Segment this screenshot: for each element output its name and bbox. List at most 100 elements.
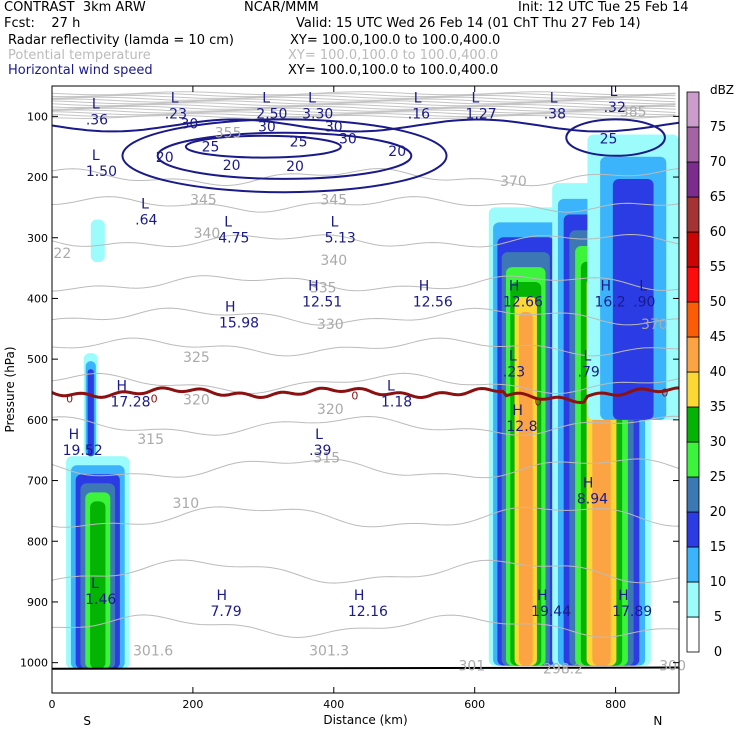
colorbar-label: 60 — [710, 225, 727, 240]
extremum-letter: L — [92, 148, 100, 164]
theta-upper-2 — [52, 94, 676, 99]
extremum-value: .23 — [165, 106, 187, 122]
theta-contour-2 — [52, 307, 679, 326]
extremum-letter: L — [308, 90, 316, 106]
theta-upper-10 — [52, 109, 676, 114]
extremum-value: 3.30 — [302, 106, 333, 122]
theta-label: 325 — [183, 350, 210, 366]
colorbar-swatch-40 — [686, 336, 700, 373]
colorbar-label: 50 — [710, 295, 727, 310]
reflectivity-cell-5-band-15 — [612, 178, 654, 420]
colorbar-unit: dBZ — [710, 83, 734, 97]
extremum-value: 12.16 — [348, 604, 388, 620]
extremum-value: .36 — [86, 112, 108, 128]
theta-upper-8 — [52, 105, 676, 110]
field3-name: Horizontal wind speed — [8, 63, 153, 78]
extremum-letter: L — [262, 90, 270, 106]
theta-label: 355 — [215, 126, 242, 142]
theta-label: 385 — [620, 104, 647, 120]
extremum-letter: L — [331, 215, 339, 231]
extremum-value: 8.94 — [577, 492, 608, 508]
wind-label: 20 — [156, 150, 174, 166]
field3-xy: XY= 100.0,100.0 to 100.0,400.0 — [288, 63, 499, 78]
theta-contour-9 — [52, 614, 679, 639]
theta-label: 315 — [137, 432, 164, 448]
theta-label: 310 — [172, 496, 199, 512]
colorbar-swatch-75 — [686, 91, 700, 128]
theta-contour-5 — [52, 415, 679, 436]
extremum-letter: H — [509, 278, 520, 294]
theta-label: 345 — [190, 192, 217, 208]
extremum-value: .39 — [309, 443, 331, 459]
y-tick-label: 100 — [27, 110, 48, 123]
theta-label: 370 — [641, 317, 668, 333]
wind-label: 20 — [286, 159, 304, 175]
extremum-value: 17.28 — [110, 395, 150, 411]
colorbar-label: 30 — [710, 435, 727, 450]
extremum-letter: L — [141, 197, 149, 213]
forecast-hour: Fcst: 27 h — [4, 16, 81, 31]
extremum-value: 22 — [53, 246, 71, 262]
extremum-value: 7.79 — [211, 604, 242, 620]
theta-contour-0 — [52, 233, 679, 248]
colorbar-label: 10 — [710, 575, 727, 590]
colorbar-label: 55 — [710, 260, 727, 275]
x-tick-label: 400 — [323, 698, 344, 711]
extremum-value: 1.18 — [381, 395, 412, 411]
theta-label: 340 — [194, 226, 221, 242]
org-label: NCAR/MMM — [244, 0, 319, 15]
south-label: S — [83, 714, 91, 728]
wind-label: 25 — [600, 132, 618, 148]
wind-contour-1 — [156, 131, 413, 180]
colorbar-label: 5 — [714, 610, 722, 625]
zero-line-label: 0 — [151, 393, 158, 406]
plot-frame — [51, 85, 680, 694]
extremum-value: 12.51 — [302, 294, 342, 310]
extremum-letter: H — [419, 278, 430, 294]
wind-contour-jet — [52, 118, 679, 133]
extremum-letter: L — [315, 427, 323, 443]
extremum-value: 19.44 — [531, 604, 571, 620]
wind-contour-0 — [121, 118, 448, 194]
x-tick-label: 600 — [464, 698, 485, 711]
theta-contour-3 — [52, 337, 679, 357]
extremum-letter: H — [583, 476, 594, 492]
reflectivity-cell-0-band-30 — [90, 501, 106, 669]
theta-label: 320 — [317, 402, 344, 418]
extremum-letter: H — [225, 300, 236, 316]
extremum-value: 19.52 — [63, 443, 103, 459]
extremum-letter: L — [509, 348, 517, 364]
colorbar-label: 15 — [710, 540, 727, 555]
colorbar-label: 25 — [710, 470, 727, 485]
theta-contour-11 — [52, 168, 679, 187]
theta-contour-4 — [52, 372, 679, 395]
surface-line — [52, 666, 679, 670]
colorbar-label: 45 — [710, 330, 727, 345]
extremum-value: 298.2 — [543, 662, 583, 678]
theta-upper-1 — [52, 93, 676, 98]
extremum-value: 4.75 — [218, 231, 249, 247]
wind-label: 20 — [223, 158, 241, 174]
colorbar-swatch-65 — [686, 161, 700, 198]
valid-time: Valid: 15 UTC Wed 26 Feb 14 (01 ChT Thu … — [296, 16, 641, 31]
wind-label: 25 — [202, 140, 220, 156]
wind-label: 25 — [290, 135, 308, 151]
y-tick-label: 1000 — [20, 657, 48, 670]
north-label: N — [653, 714, 662, 728]
y-tick-label: 500 — [27, 353, 48, 366]
theta-contour-1 — [52, 275, 679, 292]
extremum-letter: L — [387, 379, 395, 395]
theta-upper-7 — [52, 103, 676, 109]
colorbar-swatch-35 — [686, 371, 700, 408]
extremum-letter: L — [92, 96, 100, 112]
extremum-letter: H — [308, 278, 319, 294]
zero-line — [52, 386, 679, 405]
colorbar-swatch-20 — [686, 476, 700, 513]
zero-line-label: 0 — [66, 393, 73, 406]
colorbar-swatch-50 — [686, 266, 700, 303]
colorbar-label: 20 — [710, 505, 727, 520]
extremum-letter: H — [217, 588, 228, 604]
colorbar-swatch-5 — [686, 581, 700, 618]
extremum-value: .79 — [578, 364, 600, 380]
